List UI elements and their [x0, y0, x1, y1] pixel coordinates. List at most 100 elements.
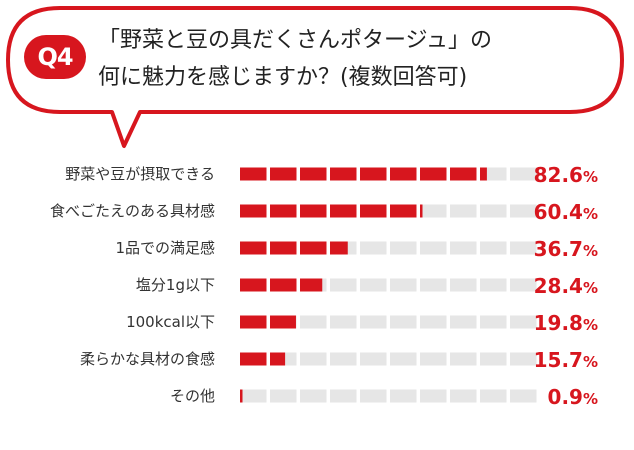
bar-track-segment — [420, 389, 447, 403]
value-label: 82.6% — [534, 163, 598, 187]
bar-fill-segment — [390, 167, 417, 181]
bar-fill-segment — [270, 167, 297, 181]
category-label: 100kcal以下 — [126, 313, 215, 331]
bar-track-segment — [300, 315, 327, 329]
bar-track-segment — [510, 241, 537, 255]
bar-row: 100kcal以下 19.8% — [126, 311, 598, 335]
bar-track-segment — [450, 352, 477, 366]
value-number: 19.8 — [534, 311, 583, 335]
category-label: 野菜や豆が摂取できる — [65, 165, 215, 183]
value-number: 82.6 — [534, 163, 583, 187]
question-line-1: 「野菜と豆の具だくさんポタージュ」の — [98, 28, 493, 53]
bar-track-segment — [510, 167, 537, 181]
bar-fill-segment — [360, 204, 387, 218]
bar-fill-segment — [300, 278, 323, 292]
bar-fill-segment — [270, 315, 296, 329]
bar-row: 食べごたえのある具材感 60.4% — [50, 200, 598, 224]
bar-fill-segment — [390, 204, 417, 218]
bar-track-segment — [480, 241, 507, 255]
bar-track-segment — [330, 315, 357, 329]
bar-track-segment — [330, 389, 357, 403]
bar-track-segment — [420, 204, 447, 218]
bar-fill-segment — [270, 241, 297, 255]
bar-track-segment — [360, 278, 387, 292]
bar-track-segment — [480, 315, 507, 329]
bar-track-segment — [390, 352, 417, 366]
bar-track-segment — [420, 352, 447, 366]
value-label: 28.4% — [534, 274, 598, 298]
value-unit: % — [583, 168, 598, 186]
bar-fill-segment — [270, 278, 297, 292]
value-number: 36.7 — [534, 237, 583, 261]
bar-fill-segment — [240, 315, 267, 329]
bar-track-segment — [450, 204, 477, 218]
bar-row: 塩分1g以下 28.4% — [136, 274, 598, 298]
bar-fill-segment — [330, 241, 348, 255]
bar-fill-segment — [300, 241, 327, 255]
bar-track-segment — [510, 204, 537, 218]
bar-track-segment — [480, 278, 507, 292]
value-label: 15.7% — [534, 348, 598, 372]
bar-track-segment — [420, 315, 447, 329]
bar-track-segment — [420, 278, 447, 292]
value-unit: % — [583, 316, 598, 334]
bar-fill-segment — [240, 352, 267, 366]
bar-fill-segment — [480, 167, 487, 181]
bar-track-segment — [390, 241, 417, 255]
bar-fill-segment — [300, 167, 327, 181]
value-label: 0.9% — [548, 385, 598, 409]
speech-bubble-outline — [6, 6, 624, 148]
bar-track-segment — [390, 389, 417, 403]
bar-fill-segment — [240, 167, 267, 181]
bar-track-segment — [360, 241, 387, 255]
value-number: 0.9 — [548, 385, 583, 409]
bar-track-segment — [450, 241, 477, 255]
bar-track-segment — [330, 278, 357, 292]
value-unit: % — [583, 242, 598, 260]
bar-fill-segment — [270, 352, 286, 366]
bar-track-segment — [390, 278, 417, 292]
question-text: 「野菜と豆の具だくさんポタージュ」の 何に魅力を感じますか？(複数回答可) — [98, 22, 598, 96]
bar-track-segment — [510, 352, 537, 366]
bar-row: 1品での満足感 36.7% — [115, 237, 598, 261]
value-number: 60.4 — [534, 200, 583, 224]
bar-fill-segment — [300, 204, 327, 218]
value-unit: % — [583, 353, 598, 371]
value-unit: % — [583, 279, 598, 297]
bar-fill-segment — [420, 204, 423, 218]
bar-track-segment — [510, 278, 537, 292]
bar-track-segment — [450, 389, 477, 403]
category-label: 塩分1g以下 — [136, 276, 215, 294]
bar-track-segment — [300, 352, 327, 366]
bar-fill-segment — [240, 204, 267, 218]
bar-fill-segment — [330, 204, 357, 218]
bar-track-segment — [360, 352, 387, 366]
bar-fill-segment — [270, 204, 297, 218]
value-unit: % — [583, 205, 598, 223]
bar-track-segment — [360, 315, 387, 329]
bar-track-segment — [450, 315, 477, 329]
bar-track-segment — [510, 389, 537, 403]
bar-track-segment — [480, 204, 507, 218]
question-line-2: 何に魅力を感じますか？(複数回答可) — [98, 65, 468, 90]
bar-track-segment — [240, 389, 267, 403]
question-number: Q4 — [37, 43, 73, 71]
bar-track-segment — [360, 389, 387, 403]
bar-track-segment — [420, 241, 447, 255]
bar-track-segment — [270, 389, 297, 403]
bar-fill-segment — [240, 241, 267, 255]
bar-fill-segment — [420, 167, 447, 181]
bar-track-segment — [510, 315, 537, 329]
bar-track-segment — [480, 352, 507, 366]
bar-row: 野菜や豆が摂取できる 82.6% — [65, 163, 598, 187]
value-number: 15.7 — [534, 348, 583, 372]
category-label: その他 — [170, 387, 215, 405]
value-unit: % — [583, 390, 598, 408]
bar-row: 柔らかな具材の食感 15.7% — [80, 348, 598, 372]
bar-fill-segment — [360, 167, 387, 181]
value-label: 36.7% — [534, 237, 598, 261]
value-label: 19.8% — [534, 311, 598, 335]
category-label: 食べごたえのある具材感 — [50, 202, 215, 220]
category-label: 柔らかな具材の食感 — [80, 350, 215, 368]
